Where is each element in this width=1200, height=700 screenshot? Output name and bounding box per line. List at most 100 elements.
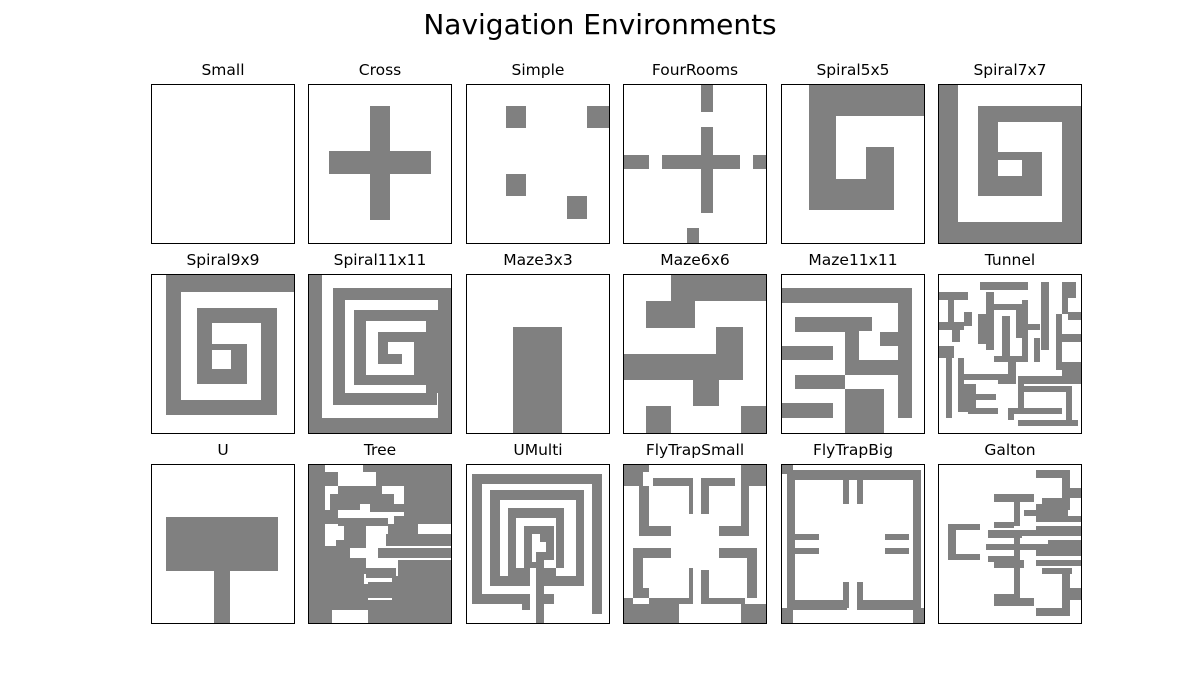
wall-block <box>368 610 392 624</box>
wall-block <box>538 576 576 586</box>
wall-block <box>639 526 671 536</box>
env-frame <box>938 464 1082 624</box>
wall-block <box>516 568 530 576</box>
wall-block <box>1018 420 1078 426</box>
wall-block <box>913 480 921 608</box>
wall-block <box>994 522 1014 528</box>
wall-block <box>567 196 587 219</box>
env-title: Tree <box>363 441 397 459</box>
wall-block <box>689 568 693 604</box>
wall-block <box>472 484 482 604</box>
wall-block <box>506 106 526 128</box>
wall-block <box>368 582 392 598</box>
wall-block <box>438 300 452 418</box>
wall-block <box>988 556 1020 562</box>
env-title: FlyTrapBig <box>812 441 894 459</box>
wall-block <box>214 571 230 624</box>
wall-block <box>587 106 609 128</box>
env-frame <box>308 464 452 624</box>
wall-block <box>623 464 643 486</box>
wall-block <box>741 464 767 486</box>
wall-block <box>392 576 452 624</box>
wall-block <box>693 380 719 406</box>
wall-block <box>843 480 849 504</box>
wall-block <box>781 608 793 624</box>
env-title: Maze3x3 <box>503 251 573 269</box>
env-frame <box>938 274 1082 434</box>
wall-block <box>938 346 954 358</box>
wall-block <box>197 323 212 384</box>
wall-block <box>1062 334 1082 342</box>
wall-block <box>662 155 740 169</box>
env-title: Cross <box>358 61 402 79</box>
wall-block <box>522 604 530 610</box>
wall-block <box>398 560 452 576</box>
wall-block <box>333 288 452 300</box>
wall-block <box>333 300 345 405</box>
wall-block <box>345 393 437 405</box>
wall-block <box>540 534 554 542</box>
wall-block <box>1066 392 1072 420</box>
wall-block <box>1041 282 1049 350</box>
env-floor <box>781 464 925 624</box>
wall-block <box>1056 314 1062 340</box>
wall-block <box>354 310 438 321</box>
env-map-spiral9x9 <box>151 274 295 434</box>
wall-block <box>166 517 278 571</box>
wall-block <box>701 486 709 514</box>
wall-block <box>623 354 743 380</box>
wall-block <box>1062 478 1070 508</box>
wall-block <box>978 314 986 344</box>
wall-block <box>1062 298 1068 314</box>
wall-block <box>500 576 530 586</box>
env-frame <box>781 274 925 434</box>
wall-block <box>508 508 564 518</box>
wall-block <box>988 530 1022 538</box>
wall-block <box>643 464 649 472</box>
wall-block <box>994 494 1034 502</box>
wall-block <box>1070 588 1082 600</box>
wall-block <box>378 332 426 342</box>
wall-block <box>958 222 1082 244</box>
wall-block <box>546 542 554 560</box>
env-map-flytrapsmall <box>623 464 767 624</box>
env-title: Tunnel <box>984 251 1036 269</box>
env-map-tunnel <box>938 274 1082 434</box>
wall-block <box>1018 376 1058 384</box>
wall-block <box>536 554 544 624</box>
env-frame <box>466 84 610 244</box>
wall-block <box>1042 498 1066 504</box>
wall-block <box>948 530 956 554</box>
env-map-fourrooms <box>623 84 767 244</box>
wall-block <box>1068 312 1082 320</box>
env-frame <box>466 274 610 434</box>
env-map-cross <box>308 84 452 244</box>
env-map-spiral5x5 <box>781 84 925 244</box>
wall-block <box>378 342 388 364</box>
wall-block <box>354 321 366 385</box>
wall-block <box>716 327 743 354</box>
wall-block <box>978 122 998 196</box>
env-frame <box>151 464 295 624</box>
wall-block <box>366 568 396 578</box>
env-frame <box>151 274 295 434</box>
wall-block <box>781 346 833 360</box>
wall-block <box>332 600 392 610</box>
wall-block <box>1036 608 1070 616</box>
env-title: Spiral9x9 <box>186 251 260 269</box>
wall-block <box>866 147 894 179</box>
wall-block <box>1014 502 1020 526</box>
wall-block <box>964 312 972 326</box>
wall-block <box>1036 550 1082 556</box>
wall-block <box>952 330 960 342</box>
wall-block <box>1062 362 1082 376</box>
env-title: Simple <box>511 61 565 79</box>
env-map-maze11x11 <box>781 274 925 434</box>
wall-block <box>701 478 735 486</box>
wall-block <box>671 274 767 301</box>
env-map-flytrapbig <box>781 464 925 624</box>
wall-block <box>1002 316 1010 356</box>
wall-block <box>388 524 418 534</box>
wall-block <box>556 518 564 568</box>
wall-block <box>781 403 833 418</box>
